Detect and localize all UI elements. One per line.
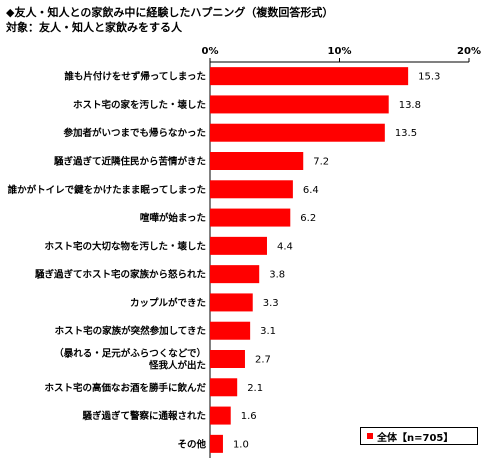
legend: 全体【n=705】 (360, 427, 478, 445)
legend-swatch (367, 433, 373, 439)
category-label: 騒ぎ過ぎて近隣住民から苦情がきた (54, 156, 206, 168)
category-label: 騒ぎ過ぎて警察に通報された (82, 410, 206, 422)
category-label: 喧嘩が始まった (140, 212, 206, 224)
bar (210, 123, 385, 142)
data-label: 7.2 (313, 157, 329, 168)
x-tick-label: 10% (328, 46, 352, 57)
category-label: ホスト宅の大切な物を汚した・壊した (44, 240, 206, 252)
bar (210, 434, 223, 453)
category-label: 参加者がいつまでも帰らなかった (62, 127, 206, 139)
data-label: 2.1 (247, 383, 263, 394)
data-label: 1.0 (233, 439, 249, 450)
data-label: 2.7 (255, 355, 271, 366)
category-label: カップルができた (130, 297, 206, 309)
data-label: 1.6 (241, 411, 257, 422)
bar (210, 378, 238, 397)
data-label: 13.5 (395, 128, 417, 139)
data-label: 15.3 (418, 72, 440, 83)
data-label: 6.4 (303, 185, 319, 196)
data-label: 4.4 (277, 241, 293, 252)
category-label: 騒ぎ過ぎてホスト宅の家族から怒られた (35, 269, 206, 281)
category-label: 誰かがトイレで鍵をかけたまま眠ってしまった (8, 184, 206, 196)
x-tick-label: 0% (202, 46, 219, 57)
data-label: 3.3 (263, 298, 279, 309)
x-tick-label: 20% (457, 46, 481, 57)
category-label: ホスト宅の高価なお酒を勝手に飲んだ (44, 382, 206, 394)
bar (210, 95, 389, 114)
bar (210, 321, 251, 340)
category-label: 誰も片付けをせず帰ってしまった (64, 71, 206, 83)
data-label: 3.1 (260, 326, 276, 337)
category-label: ホスト宅の家族が突然参加してきた (55, 325, 206, 337)
bar (210, 180, 293, 199)
legend-label: 全体【n=705】 (377, 432, 454, 444)
bar (210, 265, 260, 284)
bar (210, 406, 231, 425)
bar (210, 67, 409, 86)
category-label: 怪我人が出た (149, 360, 206, 372)
bar (210, 293, 253, 312)
bar (210, 208, 291, 227)
bar (210, 152, 304, 170)
bar (210, 350, 245, 368)
bar (210, 236, 267, 255)
category-label: （暴れる・足元がふらつくなどで） (54, 348, 206, 360)
category-label: ホスト宅の家を汚した・壊した (73, 99, 206, 111)
chart-subtitle: 対象：友人・知人と家飲みをする人 (6, 21, 182, 34)
category-label: その他 (177, 438, 206, 450)
data-label: 3.8 (269, 270, 285, 281)
data-label: 6.2 (300, 213, 316, 224)
chart-title: ◆友人・知人との家飲み中に経験したハプニング（複数回答形式） (6, 6, 334, 19)
data-label: 13.8 (399, 100, 421, 111)
